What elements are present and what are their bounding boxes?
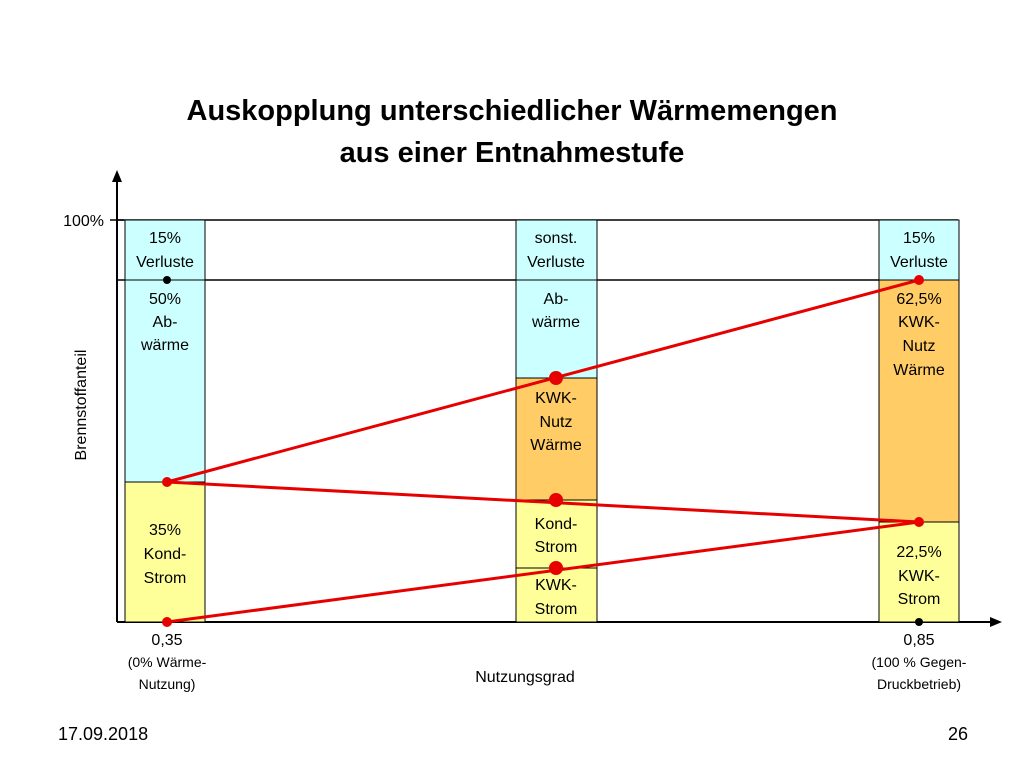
right-chppower-l1: 22,5% [896, 544, 941, 561]
center-waste-l2: wärme [531, 314, 580, 331]
x-tick-035-note2: Nutzung) [139, 676, 196, 692]
dot-right-0 [915, 618, 923, 626]
title-line-1: Auskopplung unterschiedlicher Wärmemenge… [186, 95, 838, 127]
center-chpheat-l2: Nutz [540, 414, 573, 431]
left-waste-l3: wärme [140, 337, 189, 354]
footer-page-number: 26 [948, 724, 969, 744]
left-cond-l1: 35% [149, 522, 181, 539]
right-chppower-l2: KWK- [898, 568, 940, 585]
left-losses-l2: Verluste [136, 254, 194, 271]
x-tick-085-note2: Druckbetrieb) [877, 676, 961, 692]
y-axis-arrow [112, 170, 122, 182]
x-tick-085-note1: (100 % Gegen- [872, 654, 967, 670]
dot-right-225 [914, 517, 924, 527]
red-line-cond-power [166, 480, 920, 524]
center-losses-l2: Verluste [527, 254, 585, 271]
left-waste-l1: 50% [149, 291, 181, 308]
right-chppower-l3: Strom [898, 591, 941, 608]
left-cond-l3: Strom [144, 570, 187, 587]
right-losses-l2: Verluste [890, 254, 948, 271]
dot-center-chp [549, 561, 563, 575]
title-line-2: aus einer Entnahmestufe [339, 137, 685, 169]
center-chppower-l1: KWK- [535, 577, 577, 594]
center-bar-chp-power [515, 567, 598, 623]
center-chpheat-l3: Wärme [530, 437, 582, 454]
dot-left-85 [163, 276, 171, 284]
x-tick-085: 0,85 [903, 632, 934, 649]
center-bar-cond-power [515, 499, 598, 569]
right-chpheat-l4: Wärme [893, 362, 945, 379]
footer-date: 17.09.2018 [58, 724, 149, 744]
center-waste-l1: Ab- [544, 291, 569, 308]
center-chpheat-l1: KWK- [535, 390, 577, 407]
dot-left-0 [162, 617, 172, 627]
x-tick-035-note1: (0% Wärme- [128, 654, 207, 670]
red-line-chp-power [166, 520, 920, 624]
right-chpheat-l2: KWK- [898, 314, 940, 331]
x-axis-arrow [990, 617, 1002, 627]
left-waste-l2: Ab- [153, 314, 178, 331]
center-cond-l1: Kond- [535, 516, 578, 533]
right-bar-losses [878, 219, 960, 281]
center-chppower-l2: Strom [535, 601, 578, 618]
left-losses-l1: 15% [149, 230, 181, 247]
dot-left-35 [162, 477, 172, 487]
dot-center-cond [549, 493, 563, 507]
red-line-waste-heat [166, 278, 920, 484]
center-losses-l1: sonst. [535, 230, 578, 247]
left-bar-waste-heat [124, 279, 206, 483]
right-chpheat-l3: Nutz [903, 338, 936, 355]
x-axis-label: Nutzungsgrad [475, 669, 575, 686]
y-axis-label: Brennstoffanteil [73, 350, 90, 461]
right-bar-chp-heat [878, 279, 960, 523]
dot-center-waste [549, 371, 563, 385]
right-losses-l1: 15% [903, 230, 935, 247]
left-cond-l2: Kond- [144, 546, 187, 563]
right-chpheat-l1: 62,5% [896, 291, 941, 308]
center-bar-waste-heat [515, 279, 598, 379]
left-bar-losses [124, 219, 206, 281]
dot-right-85 [914, 275, 924, 285]
center-bar-chp-heat [515, 377, 598, 501]
y-tick-label: 100% [63, 213, 104, 230]
left-bar-cond-power [124, 481, 206, 623]
center-cond-l2: Strom [535, 539, 578, 556]
center-bar-losses [515, 219, 598, 281]
x-tick-035: 0,35 [151, 632, 182, 649]
